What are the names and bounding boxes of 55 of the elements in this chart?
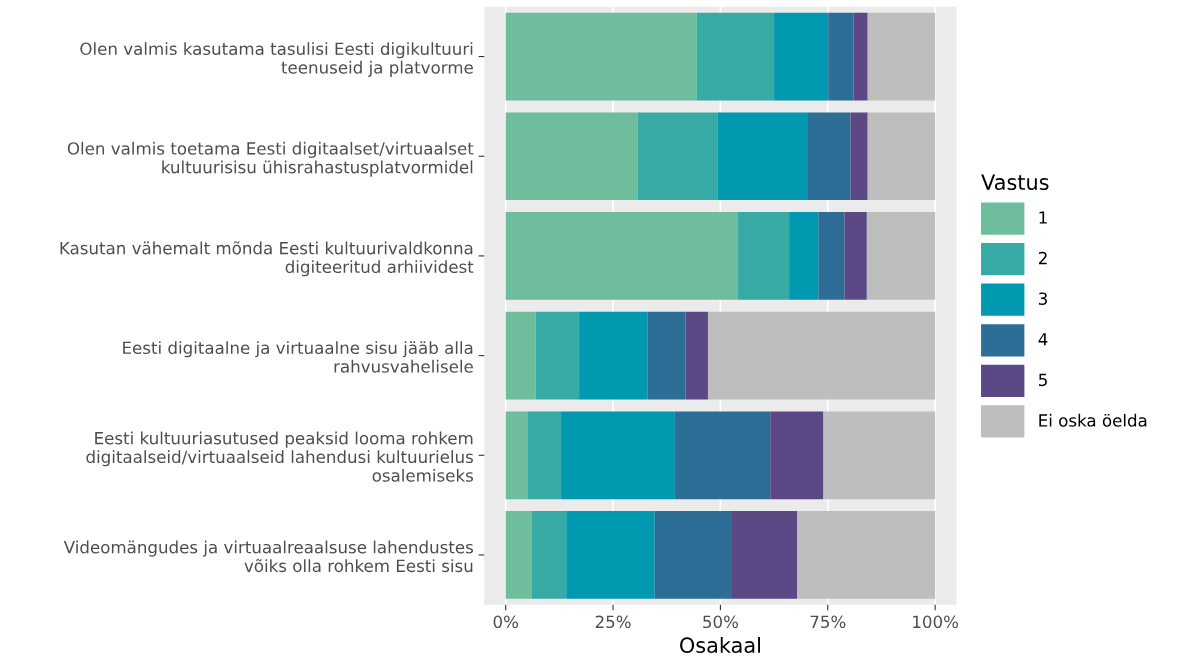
bar: [828, 12, 854, 101]
bar: [696, 12, 775, 101]
legend-label: Ei oska öelda: [1039, 413, 1147, 427]
y-tick-label: Videomängudes ja virtuaalreaalsuse lahendustes võiks olla rohkem Eesti sisu: [63, 540, 473, 573]
bar: [505, 212, 739, 300]
y-tick-label: Eesti kultuuriasutused peaksid looma rohkem digitaalseid/virtuaalseid lahendusi kultuurielus osalemiseks: [86, 431, 473, 482]
bar: [561, 411, 675, 500]
bar: [579, 311, 648, 400]
bar: [505, 12, 697, 101]
bar: [867, 112, 936, 201]
bar: [535, 311, 580, 400]
x-axis-title: Osakaal: [680, 636, 760, 654]
bar: [566, 511, 655, 599]
bar: [807, 112, 851, 201]
bar: [505, 112, 638, 201]
legend-title: Vastus: [981, 174, 1049, 191]
bar: [674, 411, 771, 500]
bar: [774, 12, 829, 101]
y-tick-label: Olen valmis toetama Eesti digitaalset/virtuaalset kultuurisisu ühisrahastusplatvormidel: [67, 141, 474, 177]
y-tick-label: Kasutan vähemalt mõnda Eesti kultuurivaldkonna digiteeritud arhiividest: [60, 241, 474, 277]
legend-label: 5: [1039, 373, 1047, 387]
x-tick-label: 50%: [703, 615, 739, 629]
bar: [818, 212, 845, 300]
bar: [654, 511, 733, 599]
bar: [505, 411, 529, 500]
x-tick-label: 25%: [595, 615, 631, 629]
bar: [770, 411, 824, 500]
bar: [732, 511, 798, 599]
y-tick-label: Eesti digitaalne ja virtuaalne sisu jääb alla rahvusvahelisele: [123, 341, 473, 373]
bar: [867, 12, 936, 101]
bar: [850, 112, 868, 201]
bar: [823, 411, 936, 500]
bar: [685, 311, 708, 400]
bar: [647, 311, 686, 400]
bar: [637, 112, 718, 201]
x-tick-label: 0%: [493, 615, 518, 629]
x-tick-label: 75%: [810, 615, 846, 629]
legend-label: 1: [1039, 211, 1047, 224]
bar: [505, 511, 532, 599]
bar: [844, 212, 867, 300]
legend-label: 2: [1038, 251, 1047, 265]
bar: [789, 212, 819, 300]
bar: [707, 311, 936, 400]
legend-label: 4: [1038, 333, 1048, 346]
bar: [853, 12, 868, 101]
bar: [528, 411, 562, 500]
bar: [717, 112, 808, 201]
bar: [738, 212, 790, 300]
legend-label: 3: [1039, 292, 1047, 305]
bar: [866, 212, 936, 300]
bar: [505, 311, 536, 400]
bar: [531, 511, 567, 599]
y-tick-label: Olen valmis kasutama tasulisi Eesti digikultuuri teenuseid ja platvorme: [80, 42, 473, 77]
bar: [797, 511, 936, 599]
x-tick-label: 100%: [913, 615, 959, 629]
